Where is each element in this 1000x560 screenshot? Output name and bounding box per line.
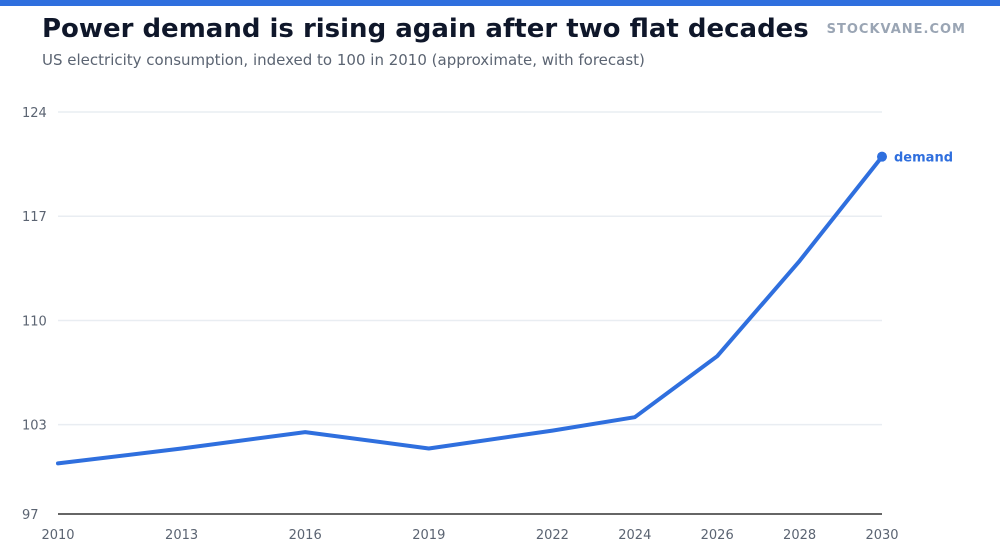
y-tick-label-110: 110 (22, 314, 47, 329)
x-tick-label-2022: 2022 (536, 528, 569, 543)
x-tick-label-2028: 2028 (783, 528, 816, 543)
x-tick-label-2026: 2026 (701, 528, 734, 543)
x-tick-label-2019: 2019 (412, 528, 445, 543)
brand-logo-text: STOCKVANE.COM (826, 22, 966, 37)
x-tick-label-2013: 2013 (165, 528, 198, 543)
chart-subtitle: US electricity consumption, indexed to 1… (42, 51, 645, 69)
chart-title: Power demand is rising again after two f… (42, 14, 809, 44)
series-line-demand (56, 154, 884, 466)
series-label-demand: demand (894, 151, 953, 166)
x-tick-label-2016: 2016 (289, 528, 322, 543)
accent-bar (0, 0, 1000, 6)
y-tick-label-97: 97 (22, 508, 39, 523)
x-tick-label-2010: 2010 (41, 528, 74, 543)
y-tick-label-117: 117 (22, 210, 47, 225)
x-tick-label-2024: 2024 (618, 528, 651, 543)
y-tick-label-124: 124 (22, 106, 47, 121)
series-end-point-demand (877, 151, 887, 162)
y-tick-label-103: 103 (22, 419, 47, 434)
x-tick-label-2030: 2030 (865, 528, 898, 543)
